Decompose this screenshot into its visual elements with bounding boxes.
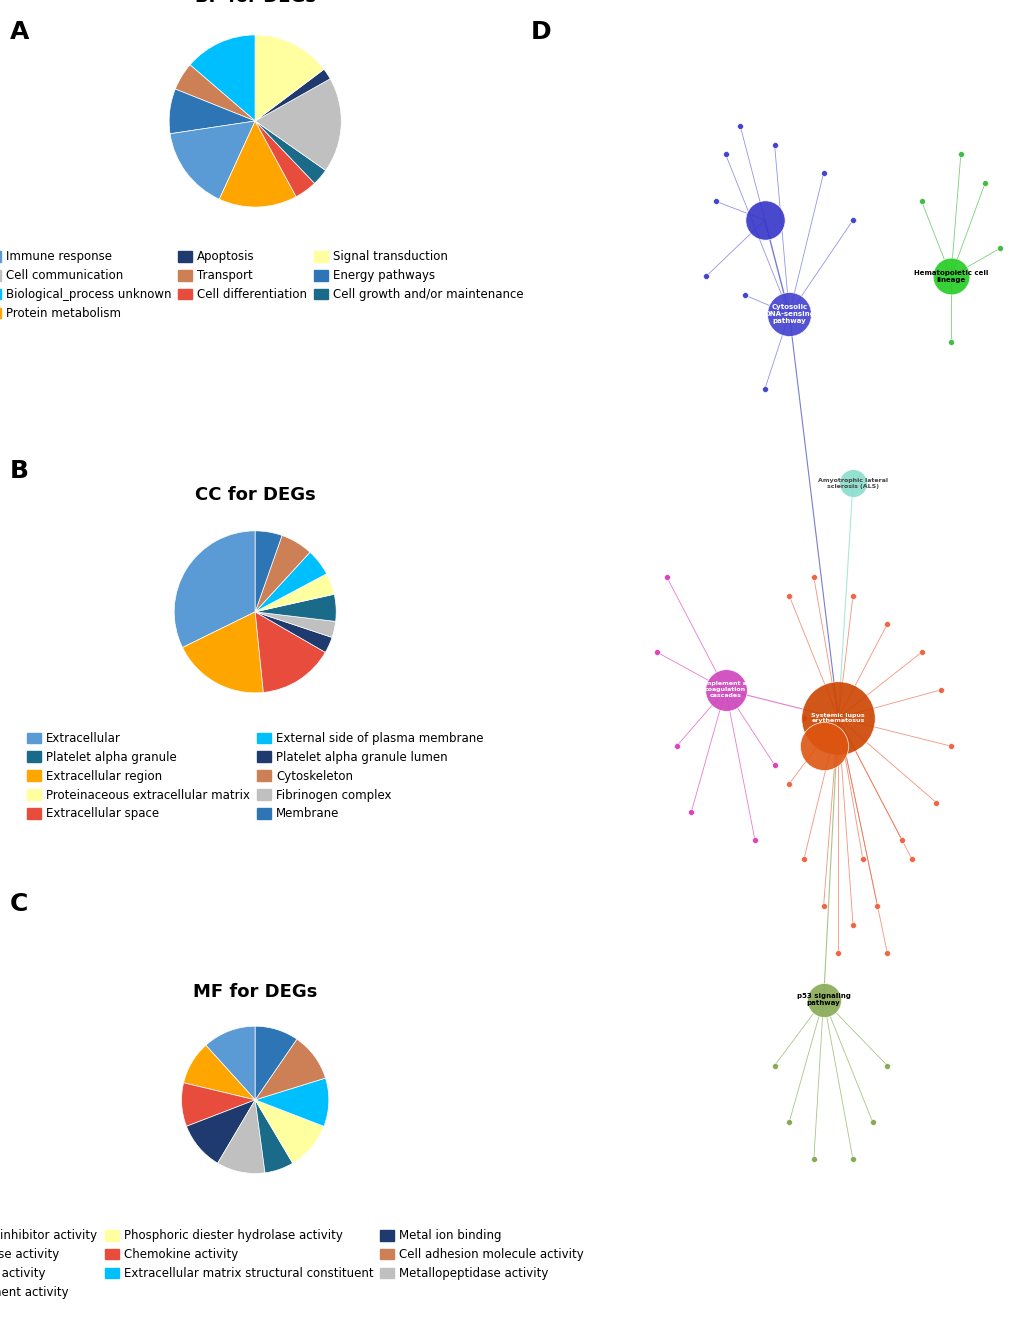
Text: C: C xyxy=(10,892,29,917)
Wedge shape xyxy=(182,612,263,692)
Wedge shape xyxy=(169,89,255,134)
Point xyxy=(844,209,860,231)
Point xyxy=(795,707,811,729)
Legend: Extracellular, Platelet alpha granule, Extracellular region, Proteinaceous extra: Extracellular, Platelet alpha granule, E… xyxy=(24,730,485,823)
Wedge shape xyxy=(255,552,326,612)
Wedge shape xyxy=(255,70,330,121)
Point xyxy=(942,735,958,757)
Text: Complement and
coagulation
cascades: Complement and coagulation cascades xyxy=(695,682,755,698)
Wedge shape xyxy=(190,35,255,121)
Point xyxy=(756,209,772,231)
Wedge shape xyxy=(255,121,325,184)
Point xyxy=(942,266,958,287)
Title: CC for DEGs: CC for DEGs xyxy=(195,486,315,503)
Point xyxy=(903,848,919,870)
Point xyxy=(746,829,762,851)
Point xyxy=(990,238,1007,259)
Point xyxy=(927,792,944,813)
Wedge shape xyxy=(255,121,314,197)
Point xyxy=(814,735,830,757)
Text: Systemic lupus
erythematosus: Systemic lupus erythematosus xyxy=(811,713,864,723)
Point xyxy=(844,914,860,935)
Legend: Immune response, Cell communication, Biological_process unknown, Protein metabol: Immune response, Cell communication, Bio… xyxy=(0,248,526,322)
Point xyxy=(765,134,782,156)
Point xyxy=(716,679,733,701)
Text: Cytosolic
DNA-sensing
pathway: Cytosolic DNA-sensing pathway xyxy=(763,305,814,323)
Point xyxy=(648,641,664,663)
Point xyxy=(942,331,958,353)
Wedge shape xyxy=(255,612,332,652)
Text: A: A xyxy=(10,20,30,44)
Point xyxy=(781,1111,797,1133)
Point xyxy=(658,566,675,588)
Point xyxy=(913,641,929,663)
Point xyxy=(814,989,830,1011)
Point xyxy=(863,1111,879,1133)
Point xyxy=(952,144,968,165)
Wedge shape xyxy=(255,1027,297,1100)
Point xyxy=(683,801,699,823)
Point xyxy=(844,585,860,607)
Wedge shape xyxy=(170,121,255,199)
Point xyxy=(814,162,830,184)
Wedge shape xyxy=(255,595,336,621)
Point xyxy=(765,1055,782,1076)
Wedge shape xyxy=(255,574,334,612)
Point xyxy=(913,191,929,212)
Point xyxy=(716,144,733,165)
Wedge shape xyxy=(219,121,296,207)
Point xyxy=(932,679,949,701)
Point xyxy=(756,378,772,400)
Wedge shape xyxy=(255,1078,328,1126)
Wedge shape xyxy=(255,535,310,612)
Legend: Protease inhibitor activity, Deaminase activity, Receptor activity, Complement a: Protease inhibitor activity, Deaminase a… xyxy=(0,1227,586,1302)
Point xyxy=(878,942,895,964)
Point xyxy=(844,472,860,494)
Wedge shape xyxy=(175,64,255,121)
Wedge shape xyxy=(255,612,325,692)
Point xyxy=(795,848,811,870)
Title: BP for DEGs: BP for DEGs xyxy=(195,0,316,7)
Wedge shape xyxy=(255,612,335,637)
Point xyxy=(805,566,821,588)
Wedge shape xyxy=(255,1100,324,1164)
Wedge shape xyxy=(255,35,324,121)
Point xyxy=(814,895,830,917)
Wedge shape xyxy=(255,79,341,170)
Point xyxy=(781,303,797,325)
Point xyxy=(667,735,684,757)
Wedge shape xyxy=(181,1083,255,1126)
Point xyxy=(707,191,723,212)
Wedge shape xyxy=(255,1039,325,1100)
Point xyxy=(765,754,782,776)
Point xyxy=(781,773,797,794)
Point xyxy=(697,266,713,287)
Point xyxy=(805,1149,821,1170)
Point xyxy=(893,829,909,851)
Text: Amyotrophic lateral
sclerosis (ALS): Amyotrophic lateral sclerosis (ALS) xyxy=(817,478,888,488)
Wedge shape xyxy=(255,531,282,612)
Point xyxy=(878,613,895,635)
Text: D: D xyxy=(530,20,550,44)
Point xyxy=(878,1055,895,1076)
Point xyxy=(868,895,884,917)
Wedge shape xyxy=(217,1100,265,1173)
Text: B: B xyxy=(10,459,30,483)
Point xyxy=(844,1149,860,1170)
Wedge shape xyxy=(255,1100,292,1173)
Point xyxy=(737,285,753,306)
Title: MF for DEGs: MF for DEGs xyxy=(193,982,317,1001)
Point xyxy=(976,172,993,193)
Point xyxy=(854,848,870,870)
Wedge shape xyxy=(183,1045,255,1100)
Point xyxy=(732,115,748,137)
Point xyxy=(829,707,846,729)
Wedge shape xyxy=(174,531,255,648)
Wedge shape xyxy=(206,1027,255,1100)
Wedge shape xyxy=(186,1100,255,1164)
Point xyxy=(829,942,846,964)
Point xyxy=(781,585,797,607)
Text: Hematopoietic cell
lineage: Hematopoietic cell lineage xyxy=(913,270,987,283)
Text: p53 signaling
pathway: p53 signaling pathway xyxy=(796,993,850,1006)
